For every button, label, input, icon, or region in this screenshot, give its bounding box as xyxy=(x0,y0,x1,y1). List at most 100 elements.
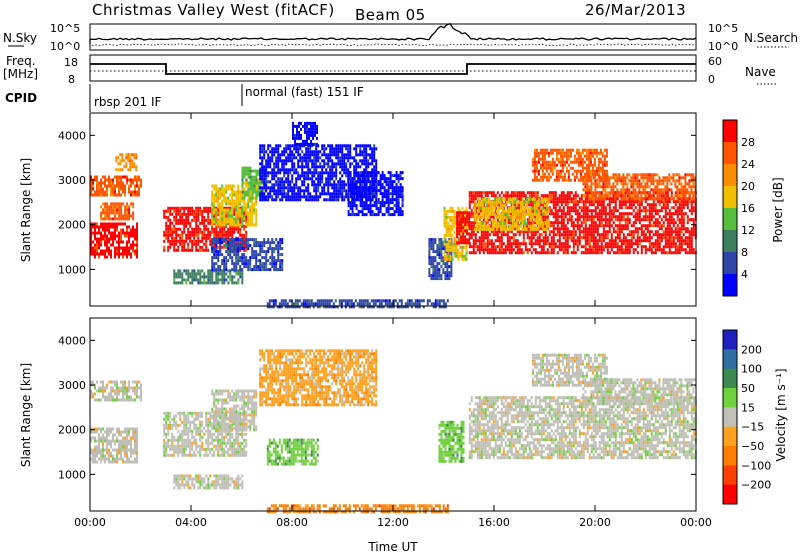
echo-cell xyxy=(568,209,571,213)
echo-cell xyxy=(440,241,443,245)
echo-cell xyxy=(600,242,603,246)
echo-cell xyxy=(185,239,188,243)
echo-cell xyxy=(118,222,120,226)
echo-cell xyxy=(470,230,473,234)
echo-cell xyxy=(343,168,346,172)
echo-cell xyxy=(219,205,222,209)
echo-cell xyxy=(536,236,539,240)
echo-cell xyxy=(584,206,587,210)
echo-cell xyxy=(207,209,210,213)
echo-cell xyxy=(634,242,637,246)
echo-cell xyxy=(333,192,336,196)
echo-cell xyxy=(128,217,131,221)
echo-cell xyxy=(225,187,228,191)
echo-cell xyxy=(590,215,593,219)
echo-cell xyxy=(135,168,138,172)
echo-cell xyxy=(106,217,109,221)
echo-cell xyxy=(100,225,102,229)
echo-cell xyxy=(640,200,643,204)
echo-cell xyxy=(92,181,94,185)
echo-cell xyxy=(451,209,454,213)
echo-cell xyxy=(381,183,384,187)
echo-cell xyxy=(335,174,338,178)
echo-cell xyxy=(126,175,128,179)
echo-region xyxy=(100,202,135,221)
echo-cell xyxy=(371,174,374,178)
echo-cell xyxy=(122,184,124,188)
echo-cell xyxy=(308,130,310,134)
station-title: Christmas Valley West (fitACF) xyxy=(92,1,335,19)
echo-cell xyxy=(660,227,663,231)
echo-cell xyxy=(676,215,679,219)
echo-cell xyxy=(556,239,559,243)
echo-cell xyxy=(118,240,120,244)
echo-cell xyxy=(474,233,477,237)
echo-cell xyxy=(259,153,262,157)
echo-cell xyxy=(329,159,332,163)
echo-cell xyxy=(448,277,451,281)
echo-cell xyxy=(357,165,360,169)
echo-cell xyxy=(365,147,368,151)
echo-cell xyxy=(449,248,452,252)
echo-cell xyxy=(118,217,121,221)
echo-cell xyxy=(582,218,585,222)
echo-cell xyxy=(207,281,210,285)
echo-cell xyxy=(263,183,266,187)
echo-cell xyxy=(590,248,593,252)
echo-cell xyxy=(438,256,441,260)
echo-cell xyxy=(666,212,669,216)
echo-cell xyxy=(251,169,254,173)
echo-cell xyxy=(445,233,448,237)
echo-cell xyxy=(478,194,481,198)
echo-cell xyxy=(309,171,312,175)
echo-cell xyxy=(654,230,657,234)
echo-cell xyxy=(458,214,461,218)
echo-cell xyxy=(110,187,112,191)
echo-cell xyxy=(337,144,340,148)
echo-cell xyxy=(528,221,531,225)
echo-cell xyxy=(298,121,300,125)
echo-cell xyxy=(285,156,288,160)
echo-cell xyxy=(552,242,555,246)
echo-cell xyxy=(124,211,127,215)
echo-cell xyxy=(341,156,344,160)
echo-cell xyxy=(616,251,619,255)
echo-cell xyxy=(448,265,451,269)
echo-cell xyxy=(432,277,435,281)
echo-cell xyxy=(179,239,182,243)
echo-cell xyxy=(121,159,124,163)
echo-cell xyxy=(391,207,394,211)
echo-cell xyxy=(132,225,134,229)
echo-cell xyxy=(295,147,298,151)
echo-cell xyxy=(239,239,242,243)
echo-cell xyxy=(126,231,128,235)
echo-cell xyxy=(488,242,491,246)
echo-cell xyxy=(596,206,599,210)
echo-cell xyxy=(319,156,322,160)
echo-cell xyxy=(584,245,587,249)
echo-cell xyxy=(508,194,511,198)
echo-cell xyxy=(225,244,228,248)
echo-cell xyxy=(118,202,121,206)
echo-cell xyxy=(367,153,370,157)
echo-cell xyxy=(335,162,338,166)
echo-cell xyxy=(333,171,336,175)
echo-cell xyxy=(628,245,631,249)
echo-cell xyxy=(506,230,509,234)
echo-cell xyxy=(177,239,180,243)
echo-cell xyxy=(628,212,631,216)
echo-cell xyxy=(428,259,431,263)
echo-cell xyxy=(217,199,220,203)
echo-cell xyxy=(227,206,230,210)
echo-cell xyxy=(106,214,109,218)
echo-cell xyxy=(453,212,456,216)
echo-cell xyxy=(298,130,300,134)
echo-cell xyxy=(310,127,312,131)
echo-cell xyxy=(110,255,112,259)
echo-cell xyxy=(566,200,569,204)
echo-cell xyxy=(365,165,368,169)
echo-cell xyxy=(130,190,132,194)
echo-cell xyxy=(187,278,190,282)
echo-cell xyxy=(660,251,663,255)
echo-cell xyxy=(269,186,272,190)
